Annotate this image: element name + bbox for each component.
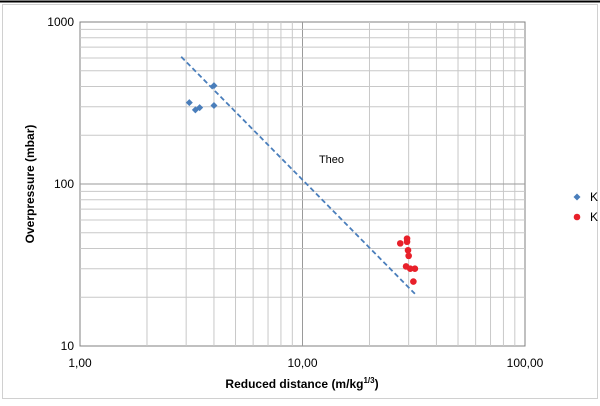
data-point-series-1 [185,99,193,107]
data-point-series-2 [405,252,412,260]
y-tick-label: 1000 [47,15,74,29]
y-axis-label: Overpressure (mbar) [23,125,37,244]
data-point-series-2 [410,278,417,285]
data-point-series-2 [396,240,404,247]
annotation-theo: Theo [319,154,344,166]
x-tick-labels: 1,00 10,00 100,00 [68,356,543,370]
data-point-series-1 [210,102,218,110]
x-tick-label: 100,00 [507,356,544,370]
x-axis-label: Reduced distance (m/kg1/3) [225,376,378,391]
legend-label: K [590,210,598,224]
y-tick-label: 10 [61,339,75,353]
legend: KK [573,190,598,224]
x-tick-label: 1,00 [68,356,92,370]
legend-marker [573,193,581,201]
grid [80,22,525,346]
y-tick-labels: 10 100 1000 [47,15,74,353]
x-tick-label: 10,00 [287,356,317,370]
data-point-series-1 [210,82,218,90]
x-axis-label-main: Reduced distance (m/kg [225,377,363,391]
data-point-series-2 [403,238,411,246]
data-point-series-2 [406,265,414,273]
data-point-series-1 [196,104,204,112]
x-axis-label-end: ) [375,377,379,391]
y-tick-label: 100 [54,177,74,191]
data-point-series-2 [404,246,412,254]
data-point-series-2 [411,265,419,273]
legend-label: K [590,190,598,204]
legend-marker [573,213,581,221]
data-points [185,82,419,285]
x-axis-label-sup: 1/3 [363,376,375,385]
